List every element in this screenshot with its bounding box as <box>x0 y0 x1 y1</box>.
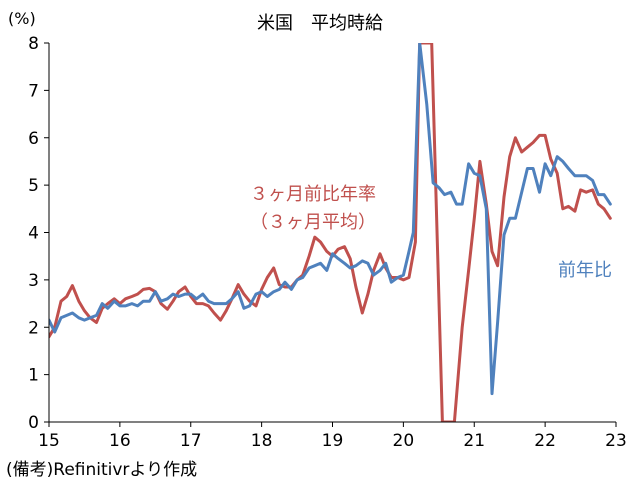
x-tick-label: 19 <box>322 431 344 451</box>
y-tick-label: 5 <box>28 176 39 196</box>
x-tick-label: 23 <box>605 431 627 451</box>
y-tick-label: 7 <box>28 81 39 101</box>
source-note: (備考)Refinitivrより作成 <box>6 460 197 480</box>
x-tick-label: 16 <box>109 431 131 451</box>
x-tick-label: 17 <box>180 431 202 451</box>
y-tick-label: 0 <box>28 413 39 433</box>
series-layer <box>49 43 612 422</box>
series-label-0-line-1: （３ヶ月平均） <box>250 212 376 233</box>
y-tick-label: 1 <box>28 366 39 386</box>
x-tick-label: 18 <box>251 431 273 451</box>
series-line-three-month <box>49 43 612 422</box>
x-tick-label: 22 <box>534 431 556 451</box>
y-tick-label: 8 <box>28 34 39 54</box>
series-label-0-line-0: ３ヶ月前比年率 <box>250 184 376 205</box>
x-tick-label: 15 <box>38 431 60 451</box>
y-tick-label: 4 <box>28 224 39 244</box>
chart-title: 米国 平均時給 <box>257 13 383 34</box>
x-tick-label: 21 <box>463 431 485 451</box>
y-axis-unit-label: (%) <box>8 9 36 28</box>
series-label-1-line-0: 前年比 <box>558 260 612 281</box>
series-line-yoy <box>49 43 612 396</box>
x-tick-label: 20 <box>393 431 415 451</box>
series-labels: ３ヶ月前比年率 （３ヶ月平均） 前年比 <box>250 184 612 281</box>
y-tick-labels: 0 1 2 3 4 5 6 7 8 <box>28 34 49 433</box>
x-tick-labels: 15 16 17 18 19 20 21 22 23 <box>38 422 627 451</box>
y-tick-label: 3 <box>28 271 39 291</box>
y-tick-label: 2 <box>28 318 39 338</box>
y-tick-label: 6 <box>28 129 39 149</box>
